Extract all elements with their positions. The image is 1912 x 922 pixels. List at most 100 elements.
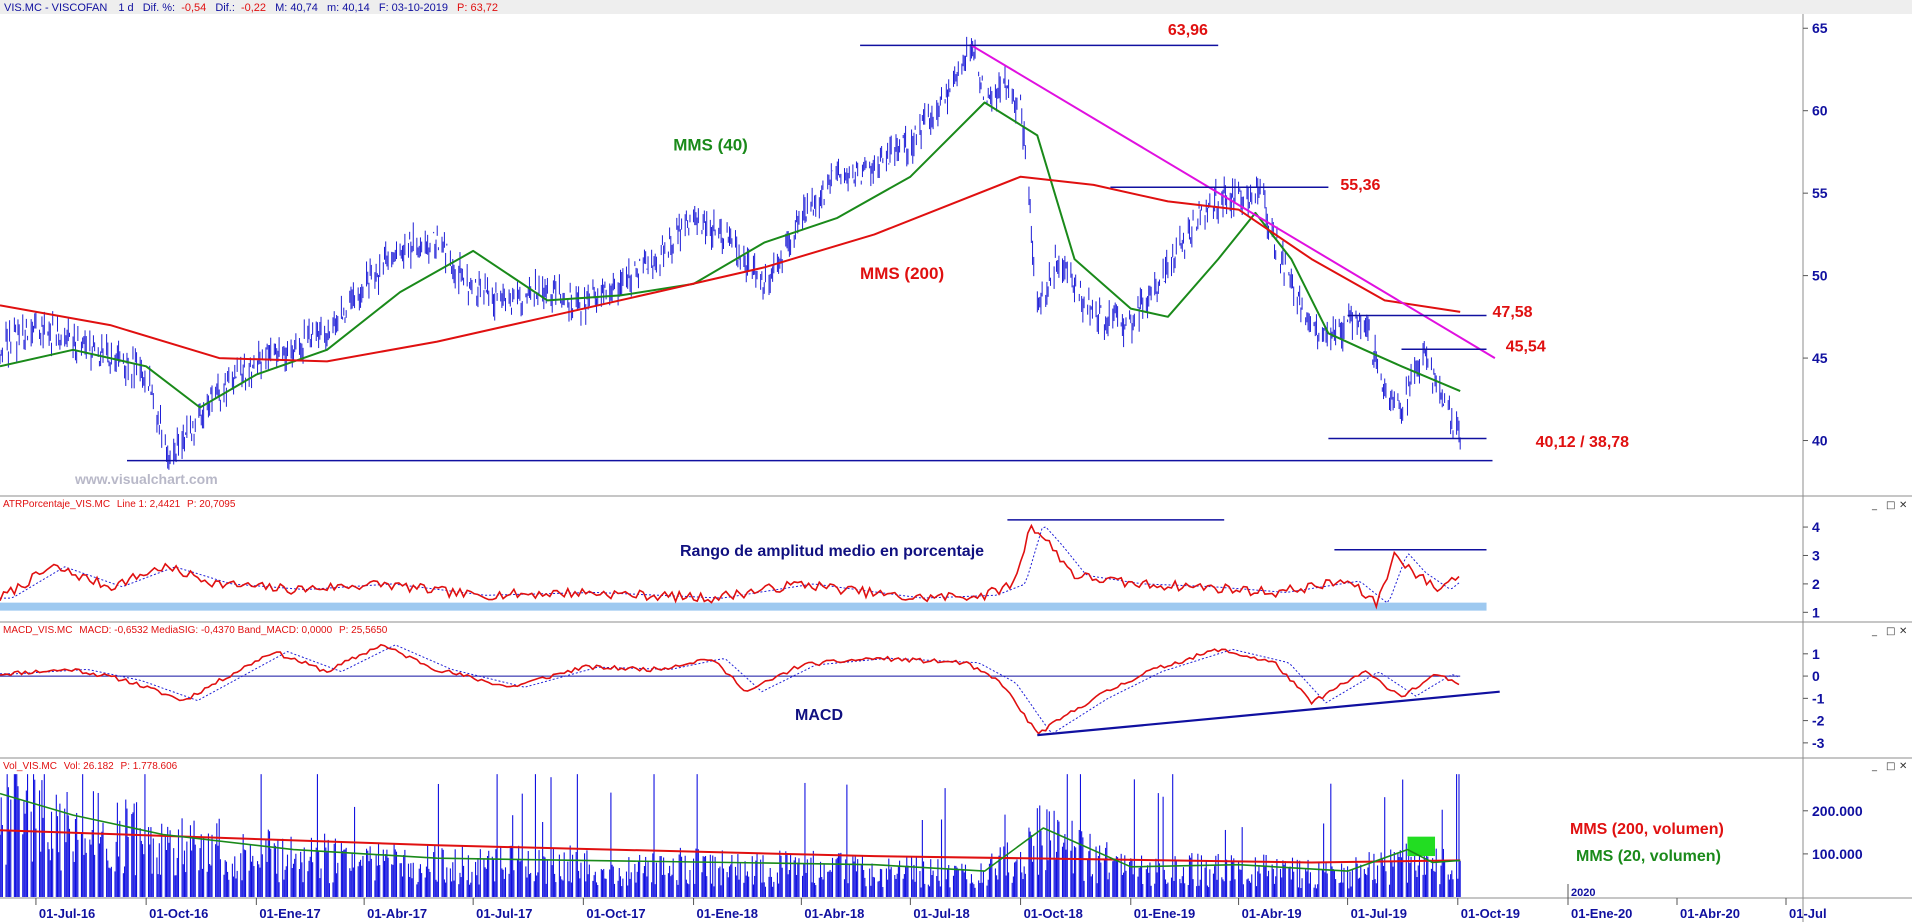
header-interval: 1 d <box>118 2 133 14</box>
header-price: P: 63,72 <box>457 2 498 14</box>
price-bars <box>0 36 1461 470</box>
macd-annotation: MACD <box>795 707 843 724</box>
x-axis-tick-label: 01-Ene-17 <box>259 906 320 921</box>
volume-legend-values: Vol: 26.182 <box>64 761 114 772</box>
atr-band <box>0 602 1487 611</box>
header-change-pct: -0,54 <box>181 2 206 14</box>
volume-window-buttons: _ □ ✕ <box>1871 761 1907 772</box>
x-axis-tick-label: 01-Jul-16 <box>39 906 95 921</box>
close-icon[interactable]: ✕ <box>1899 500 1907 511</box>
header-change-label: Dif.: <box>215 2 235 14</box>
y-axis-tick-label: 55 <box>1812 185 1828 201</box>
y-axis-tick-label: -2 <box>1812 713 1825 729</box>
x-axis-tick-label: 01-Ene-20 <box>1571 906 1632 921</box>
y-axis-tick-label: 40 <box>1812 433 1828 449</box>
y-axis-tick-label: 45 <box>1812 350 1828 366</box>
price-level-label: 40,12 / 38,78 <box>1536 434 1630 451</box>
y-axis-tick-label: 100.000 <box>1812 846 1863 862</box>
minimize-icon[interactable]: _ <box>1871 500 1878 511</box>
header-change-pct-label: Dif. %: <box>143 2 175 14</box>
x-axis-tick-label: 01-Abr-18 <box>804 906 864 921</box>
macd-signal-line <box>0 644 1460 734</box>
price-level-label: 55,36 <box>1340 177 1380 194</box>
x-axis-tick-label: 01-Oct-19 <box>1461 906 1520 921</box>
y-axis-tick-label: 1 <box>1812 604 1820 620</box>
ma-label: MMS (200) <box>860 264 944 283</box>
x-axis-tick-label: 01-Ene-19 <box>1134 906 1195 921</box>
x-axis-tick-label: 01-Jul <box>1789 906 1827 921</box>
x-axis-tick-label: 01-Jul-18 <box>913 906 969 921</box>
header-date: F: 03-10-2019 <box>379 2 448 14</box>
watermark: www.visualchart.com <box>74 471 218 487</box>
macd-pane: -3 -2 -1 0 1 <box>0 643 1825 751</box>
volume-pane: 100.000 200.000 <box>0 774 1863 897</box>
x-axis-tick-label: 01-Jul-17 <box>476 906 532 921</box>
macd-support-trendline <box>1037 690 1500 737</box>
x-axis-tick-label: 01-Abr-17 <box>367 906 427 921</box>
mms40-line <box>0 101 1461 409</box>
y-axis-tick-label: 60 <box>1812 103 1828 119</box>
y-axis-tick-label: -1 <box>1812 690 1825 706</box>
ma-label: MMS (40) <box>673 135 748 154</box>
price-level-label: 63,96 <box>1168 22 1208 39</box>
atr-line <box>0 523 1460 610</box>
header-bar <box>0 0 1912 14</box>
macd-legend-values: MACD: -0,6532 MediaSIG: -0,4370 Band_MAC… <box>79 625 332 636</box>
volume-bars <box>0 774 1461 897</box>
volume-title: Vol_VIS.MC Vol: 26.182 P: 1.778.606 <box>3 761 178 772</box>
maximize-icon[interactable]: □ <box>1886 626 1895 637</box>
right-axis-strip <box>1803 14 1912 922</box>
x-axis-tick-label: 01-Jul-19 <box>1351 906 1407 921</box>
maximize-icon[interactable]: □ <box>1886 500 1895 511</box>
volume-mms200-line <box>0 829 1461 864</box>
y-axis-tick-label: 200.000 <box>1812 803 1863 819</box>
macd-window-buttons: _ □ ✕ <box>1871 626 1907 637</box>
y-axis-tick-label: 2 <box>1812 576 1820 592</box>
price-level-label: 45,54 <box>1506 338 1546 355</box>
header-info: VIS.MC - VISCOFAN 1 d Dif. %: -0,54 Dif.… <box>4 2 498 14</box>
y-axis-tick-label: 3 <box>1812 547 1820 563</box>
price-level-label: 47,58 <box>1493 304 1533 321</box>
y-axis-tick-label: 4 <box>1812 519 1820 535</box>
atr-annotation: Rango de amplitud medio en porcentaje <box>680 543 984 560</box>
x-axis-tick-label: 01-Oct-16 <box>149 906 208 921</box>
header-change: -0,22 <box>241 2 266 14</box>
atr-title: ATRPorcentaje_VIS.MC Line 1: 2,4421 P: 2… <box>3 499 236 510</box>
atr-title-name: ATRPorcentaje_VIS.MC <box>3 499 110 510</box>
macd-line <box>0 643 1460 735</box>
x-axis-tick-label: 01-Abr-19 <box>1242 906 1302 921</box>
atr-window-buttons: _ □ ✕ <box>1871 500 1907 511</box>
x-axis-tick-label: 01-Ene-18 <box>697 906 758 921</box>
y-axis-tick-label: 1 <box>1812 646 1820 662</box>
volume-title-name: Vol_VIS.MC <box>3 761 57 772</box>
macd-price-label: P: 25,5650 <box>339 625 388 636</box>
close-icon[interactable]: ✕ <box>1899 626 1907 637</box>
header-symbol: VIS.MC - VISCOFAN <box>4 2 107 14</box>
x-axis-tick-label: 01-Abr-20 <box>1680 906 1740 921</box>
macd-title: MACD_VIS.MC MACD: -0,6532 MediaSIG: -0,4… <box>3 625 388 636</box>
header-high: M: 40,74 <box>275 2 318 14</box>
y-axis-tick-label: 50 <box>1812 268 1828 284</box>
y-axis-tick-label: 0 <box>1812 668 1820 684</box>
price-pane: 40 45 50 55 60 65 63,96 55,36 47,58 45,54 40,12 / … <box>0 20 1828 470</box>
header-low: m: 40,14 <box>327 2 370 14</box>
y-axis-tick-label: -3 <box>1812 735 1825 751</box>
atr-price-label: P: 20,7095 <box>187 499 236 510</box>
volume-mms20-label: MMS (20, volumen) <box>1576 848 1721 865</box>
resistance-trendline <box>969 43 1496 359</box>
volume-highlight <box>1407 836 1436 857</box>
close-icon[interactable]: ✕ <box>1899 761 1907 772</box>
x-axis-year-marker: 2020 <box>1571 887 1595 899</box>
volume-mms200-label: MMS (200, volumen) <box>1570 821 1724 838</box>
minimize-icon[interactable]: _ <box>1871 626 1878 637</box>
atr-legend-values: Line 1: 2,4421 <box>117 499 181 510</box>
mms200-line <box>0 175 1461 363</box>
x-axis-tick-label: 01-Oct-18 <box>1024 906 1083 921</box>
minimize-icon[interactable]: _ <box>1871 761 1878 772</box>
volume-price-label: P: 1.778.606 <box>121 761 178 772</box>
atr-pane: 1 2 3 4 <box>0 519 1820 620</box>
maximize-icon[interactable]: □ <box>1886 761 1895 772</box>
volume-mms20-line <box>0 792 1461 872</box>
macd-title-name: MACD_VIS.MC <box>3 625 72 636</box>
